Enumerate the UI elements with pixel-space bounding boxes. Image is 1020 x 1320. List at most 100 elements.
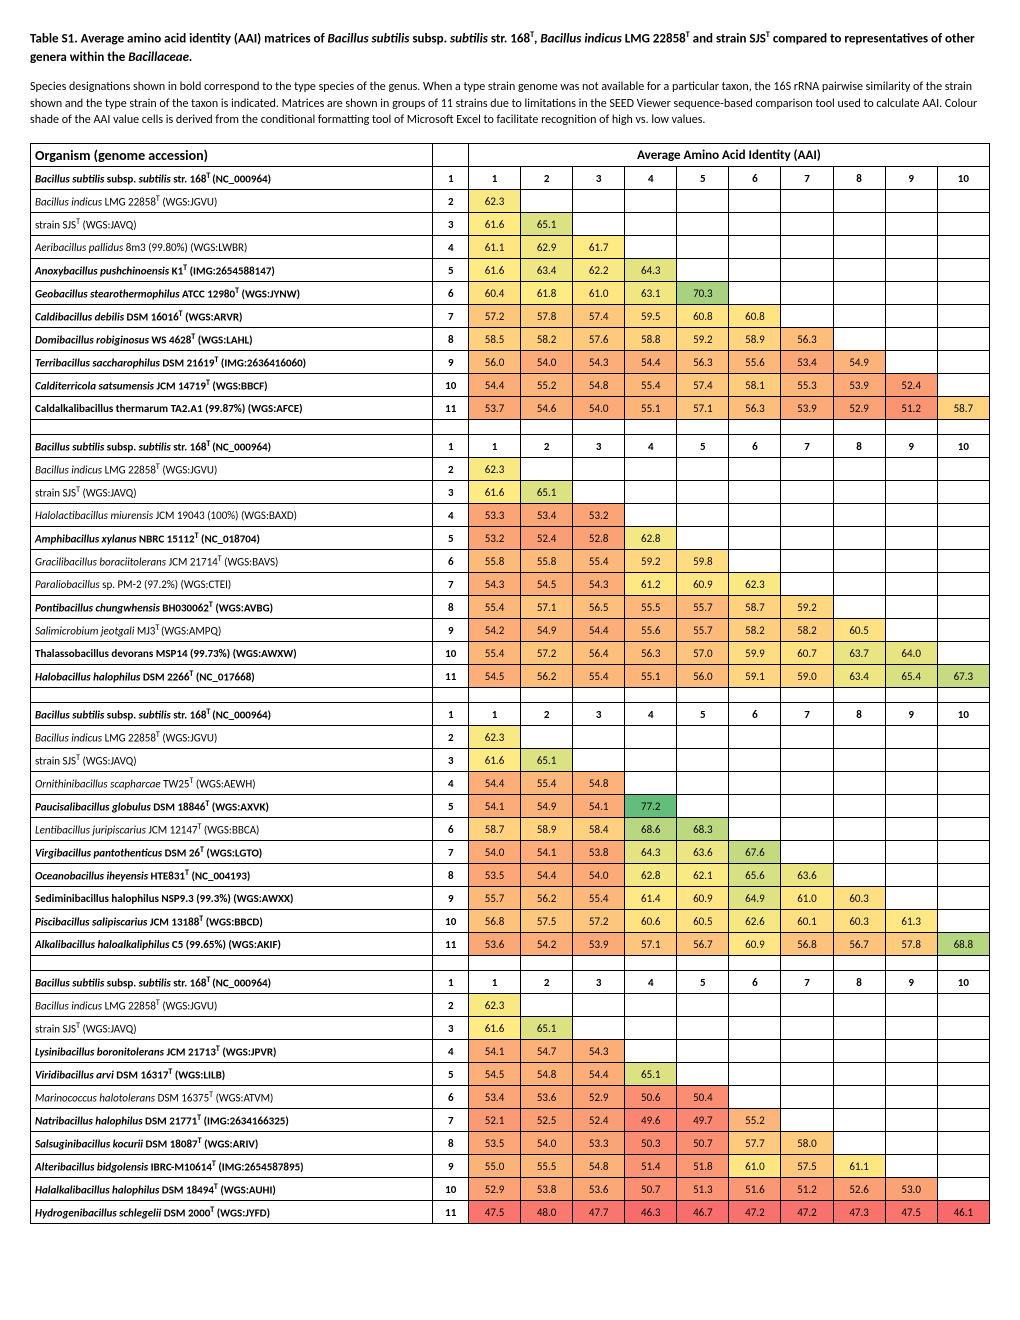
table-header-row: Organism (genome accession) Average Amin…: [31, 144, 990, 167]
value-cell: 55.1: [625, 397, 677, 420]
row-number: 1: [433, 703, 469, 726]
value-cell: [521, 726, 573, 749]
value-cell: 54.0: [468, 841, 520, 864]
table-row: Bacillus indicus LMG 22858T (WGS:JGVU)26…: [31, 726, 990, 749]
value-cell: [781, 236, 833, 259]
value-cell: 57.4: [677, 374, 729, 397]
value-cell: 56.3: [625, 642, 677, 665]
value-cell: 55.2: [729, 1109, 781, 1132]
value-cell: [573, 749, 625, 772]
table-row: strain SJST (WGS:JAVQ)361.665.1: [31, 1017, 990, 1040]
value-cell: 55.6: [729, 351, 781, 374]
organism-cell: Paucisalibacillus globulus DSM 18846T (W…: [31, 795, 433, 818]
value-cell: 56.7: [677, 933, 729, 956]
row-number: 9: [433, 887, 469, 910]
value-cell: [729, 190, 781, 213]
value-cell: 52.1: [468, 1109, 520, 1132]
value-cell: [781, 994, 833, 1017]
value-cell: 56.3: [677, 351, 729, 374]
value-cell: 62.3: [468, 994, 520, 1017]
value-cell: 54.3: [573, 573, 625, 596]
organism-cell: Pontibacillus chungwhensis BH030062T (WG…: [31, 596, 433, 619]
value-cell: 9: [885, 435, 937, 458]
value-cell: 60.6: [625, 910, 677, 933]
value-cell: 63.6: [781, 864, 833, 887]
value-cell: 55.1: [625, 665, 677, 688]
value-cell: 65.6: [729, 864, 781, 887]
value-cell: 7: [781, 703, 833, 726]
value-cell: 60.1: [781, 910, 833, 933]
value-cell: [885, 726, 937, 749]
value-cell: 54.4: [573, 1063, 625, 1086]
value-cell: 50.7: [677, 1132, 729, 1155]
organism-cell: strain SJST (WGS:JAVQ): [31, 481, 433, 504]
table-row: Caldibacillus debilis DSM 16016T (WGS:AR…: [31, 305, 990, 328]
organism-cell: Caldibacillus debilis DSM 16016T (WGS:AR…: [31, 305, 433, 328]
value-cell: 3: [573, 971, 625, 994]
table-row: Hydrogenibacillus schlegelii DSM 2000T (…: [31, 1201, 990, 1224]
organism-cell: Gracilibacillus boraciitolerans JCM 2171…: [31, 550, 433, 573]
organism-cell: Anoxybacillus pushchinoensis K1T (IMG:26…: [31, 259, 433, 282]
value-cell: [937, 374, 989, 397]
row-number: 4: [433, 504, 469, 527]
value-cell: 62.3: [468, 726, 520, 749]
value-cell: [677, 481, 729, 504]
value-cell: 68.3: [677, 818, 729, 841]
value-cell: [937, 1063, 989, 1086]
value-cell: [937, 795, 989, 818]
value-cell: 56.8: [781, 933, 833, 956]
value-cell: 58.5: [468, 328, 520, 351]
value-cell: 9: [885, 167, 937, 190]
value-cell: 52.9: [833, 397, 885, 420]
value-cell: [729, 481, 781, 504]
value-cell: 56.4: [573, 642, 625, 665]
value-cell: [937, 1086, 989, 1109]
value-cell: [937, 772, 989, 795]
value-cell: [729, 749, 781, 772]
value-cell: 47.2: [729, 1201, 781, 1224]
value-cell: [833, 818, 885, 841]
value-cell: 57.6: [573, 328, 625, 351]
value-cell: 77.2: [625, 795, 677, 818]
value-cell: [677, 1040, 729, 1063]
value-cell: [573, 190, 625, 213]
value-cell: 60.8: [677, 305, 729, 328]
spacer-row: [31, 688, 990, 703]
value-cell: [833, 458, 885, 481]
value-cell: 62.9: [521, 236, 573, 259]
value-cell: [677, 213, 729, 236]
value-cell: [729, 550, 781, 573]
value-cell: 54.0: [573, 864, 625, 887]
value-cell: 50.6: [625, 1086, 677, 1109]
value-cell: [937, 642, 989, 665]
row-number: 4: [433, 772, 469, 795]
value-cell: 61.0: [729, 1155, 781, 1178]
value-cell: [625, 726, 677, 749]
value-cell: [677, 795, 729, 818]
value-cell: 52.4: [885, 374, 937, 397]
value-cell: 57.8: [885, 933, 937, 956]
value-cell: 8: [833, 703, 885, 726]
organism-header: Organism (genome accession): [31, 144, 433, 167]
blank-cell: [433, 144, 469, 167]
value-cell: 57.0: [677, 642, 729, 665]
organism-cell: Oceanobacillus iheyensis HTE831T (NC_004…: [31, 864, 433, 887]
row-number: 7: [433, 1109, 469, 1132]
value-cell: [937, 749, 989, 772]
value-cell: [885, 259, 937, 282]
value-cell: 52.4: [521, 527, 573, 550]
value-cell: 55.7: [677, 596, 729, 619]
value-cell: 53.8: [573, 841, 625, 864]
value-cell: [833, 726, 885, 749]
value-cell: [833, 190, 885, 213]
row-number: 10: [433, 374, 469, 397]
value-cell: [521, 190, 573, 213]
value-cell: [885, 190, 937, 213]
value-cell: 58.2: [521, 328, 573, 351]
organism-cell: Salsuginibacillus kocurii DSM 18087T (WG…: [31, 1132, 433, 1155]
value-cell: 53.2: [573, 504, 625, 527]
value-cell: 54.5: [521, 573, 573, 596]
value-cell: [781, 213, 833, 236]
value-cell: 61.6: [468, 1017, 520, 1040]
value-cell: [885, 504, 937, 527]
